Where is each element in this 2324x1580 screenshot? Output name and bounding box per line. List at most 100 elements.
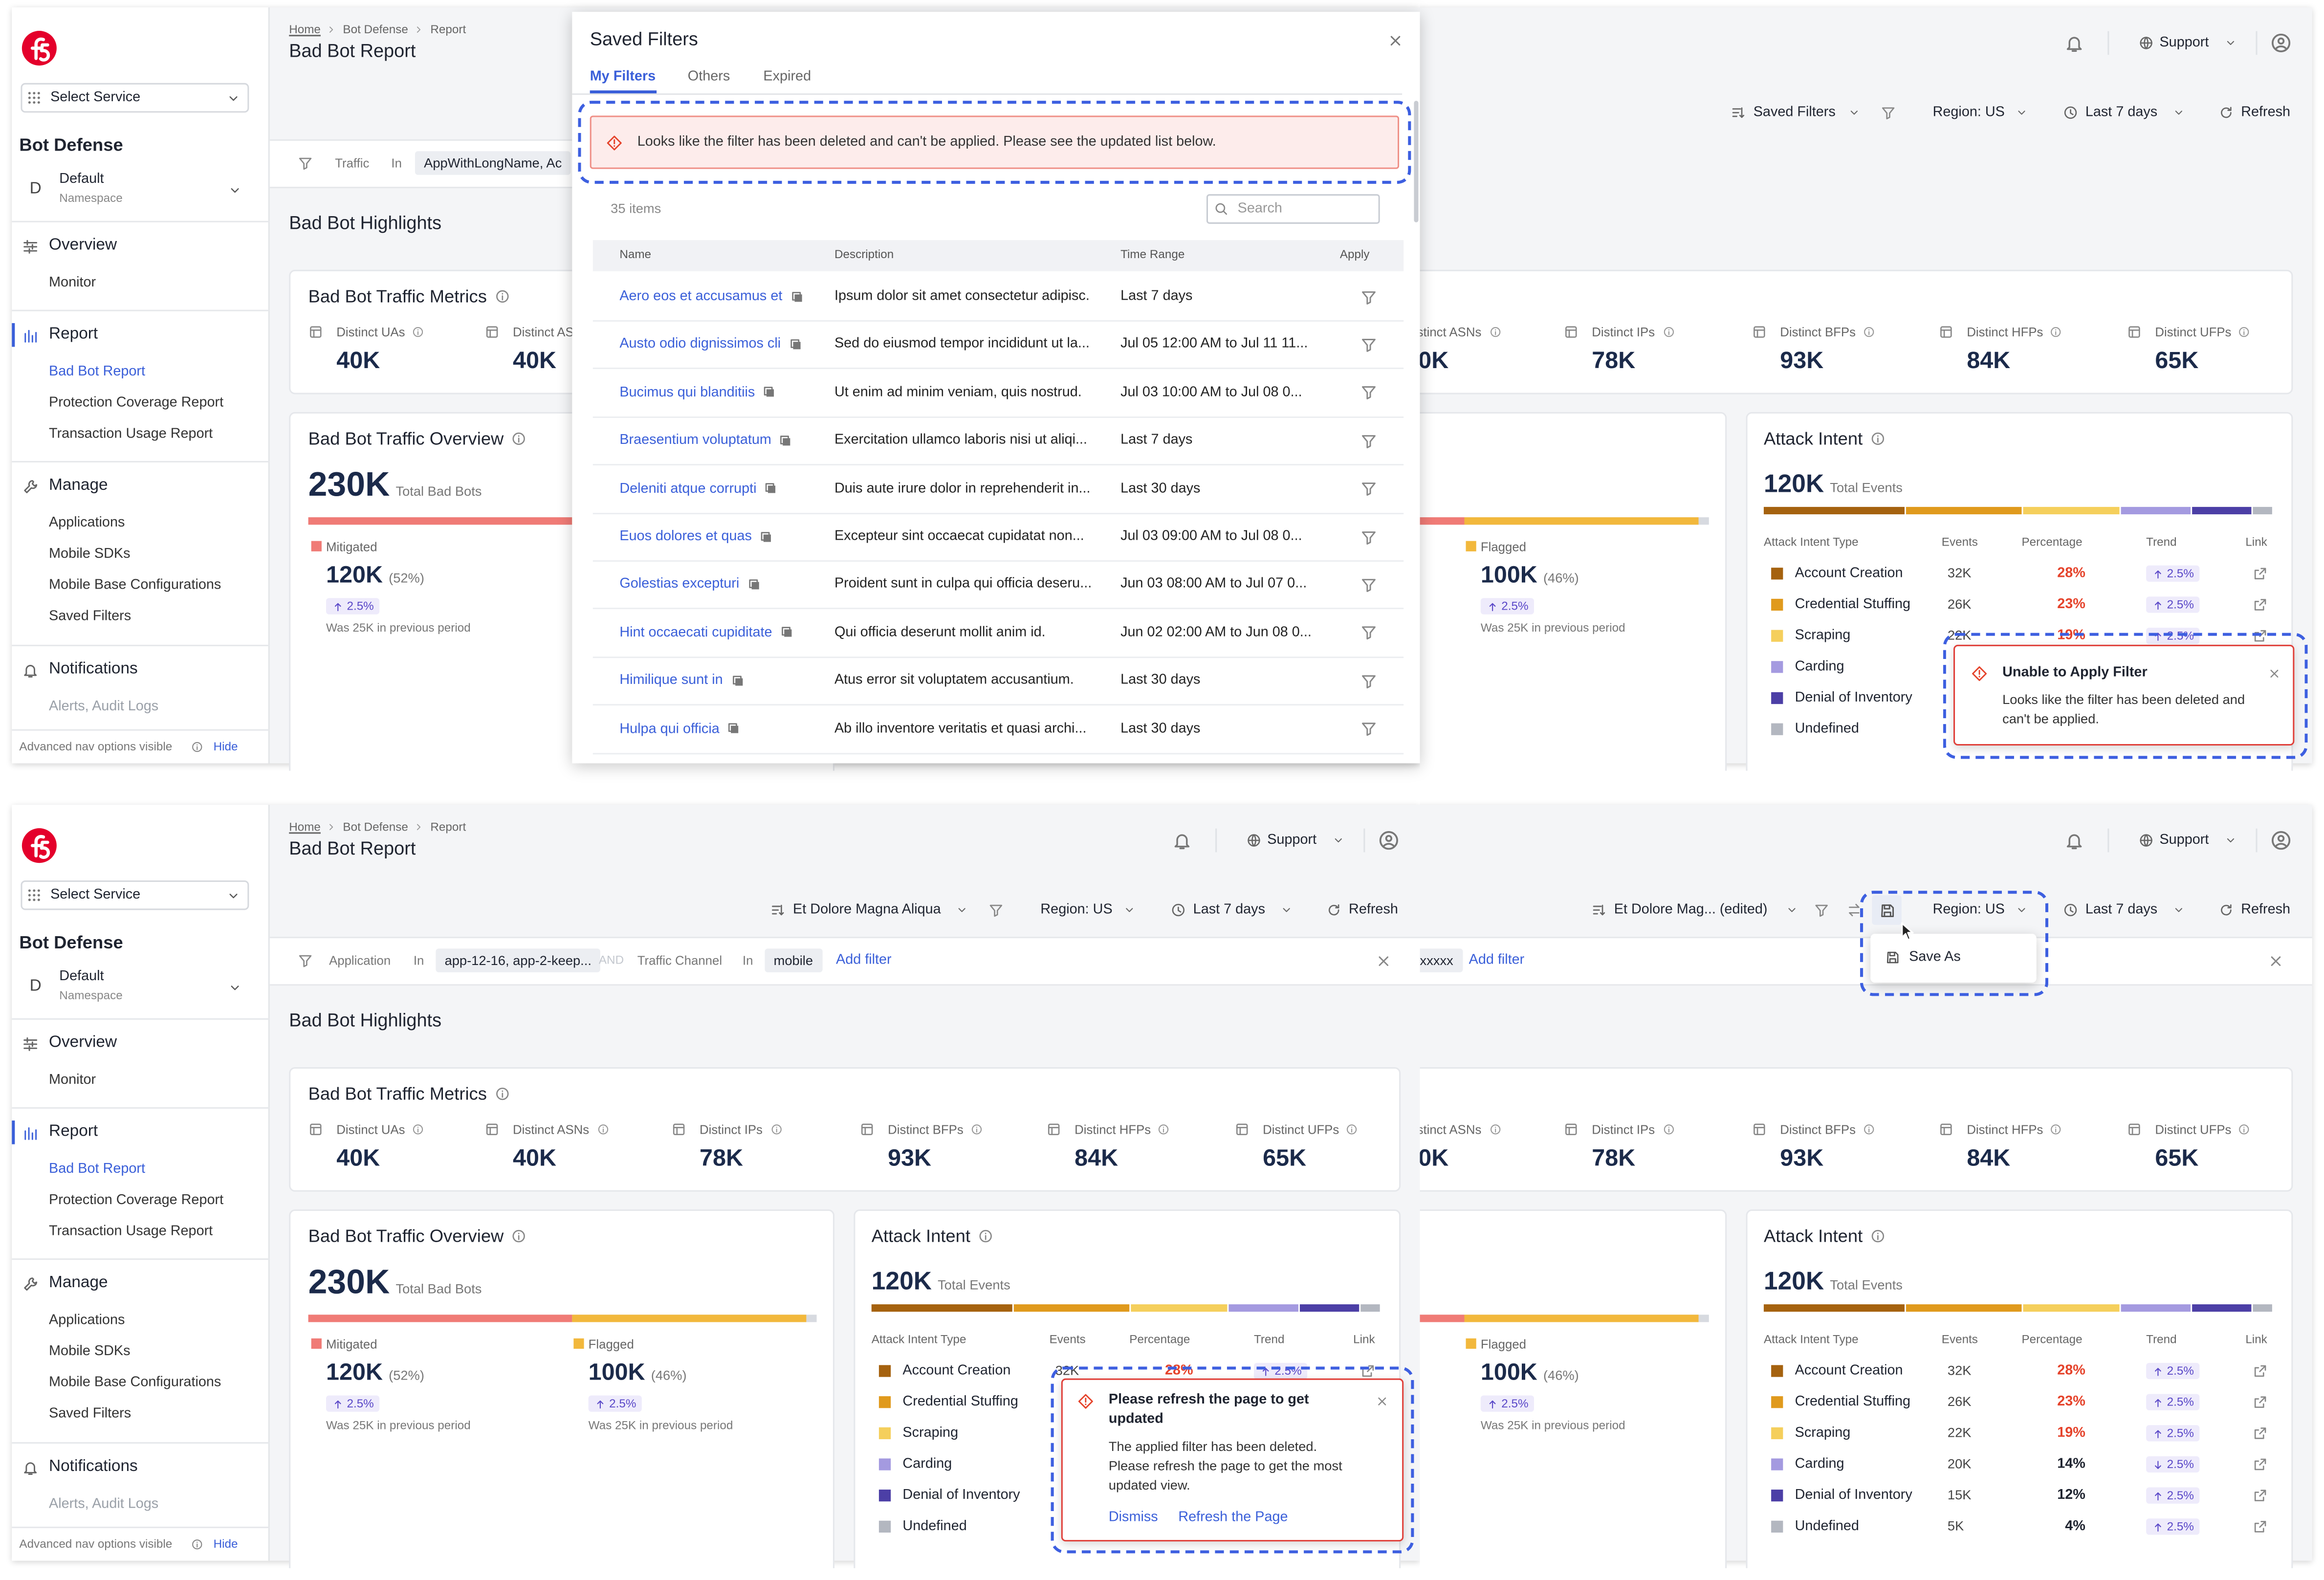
nav-item[interactable]: Mobile Base Configurations bbox=[49, 577, 221, 593]
nav-group-title[interactable]: Overview bbox=[49, 1033, 117, 1052]
toast-action[interactable]: Refresh the Page bbox=[1178, 1509, 1288, 1526]
filter-name[interactable]: Braesentium voluptatum bbox=[619, 432, 771, 449]
filter-name[interactable]: Deleniti atque corrupti bbox=[619, 480, 757, 497]
tab-divider bbox=[572, 93, 1403, 95]
region-select[interactable]: Region: US bbox=[1040, 901, 1113, 918]
nav-group-title[interactable]: Manage bbox=[49, 476, 108, 494]
filter-value-chip[interactable]: AppWithLongName, Ac bbox=[415, 151, 571, 175]
refresh-button[interactable]: Refresh bbox=[1349, 901, 1398, 918]
saved-filters[interactable]: Saved Filters bbox=[1753, 104, 1836, 121]
region-select[interactable]: Region: US bbox=[1932, 104, 2005, 121]
filter-name[interactable]: Hint occaecati cupiditate bbox=[619, 624, 772, 641]
filter-name[interactable]: Bucimus qui blanditiis bbox=[619, 384, 755, 401]
filter-name[interactable]: Himilique sunt in bbox=[619, 672, 723, 689]
globe-icon bbox=[2140, 834, 2152, 847]
metric-value: 40K bbox=[513, 1146, 557, 1172]
filter-name[interactable]: Austo odio dignissimos cli bbox=[619, 336, 781, 353]
nav-group-title[interactable]: Overview bbox=[49, 236, 117, 254]
nav-item[interactable]: Alerts, Audit Logs bbox=[49, 698, 159, 715]
stacked-segment bbox=[1763, 1304, 1905, 1312]
nav-item[interactable]: Applications bbox=[49, 1312, 125, 1329]
chev-icon bbox=[1283, 908, 1290, 912]
nav-item[interactable]: Transaction Usage Report bbox=[49, 1223, 213, 1240]
nav-item[interactable]: Alerts, Audit Logs bbox=[49, 1496, 159, 1513]
nav-item[interactable]: Monitor bbox=[49, 1072, 96, 1089]
filter-shape bbox=[299, 955, 312, 967]
grid-shape bbox=[28, 92, 40, 104]
filter-value-chip[interactable]: xxxxx bbox=[1420, 948, 1462, 972]
info-shape bbox=[1871, 432, 1884, 445]
overview-total-label: Total Bad Bots bbox=[395, 1281, 482, 1296]
up-icon bbox=[2155, 1492, 2161, 1500]
search-box[interactable] bbox=[1206, 194, 1380, 224]
toast-action[interactable]: Dismiss bbox=[1108, 1509, 1158, 1526]
nav-item[interactable]: Applications bbox=[49, 514, 125, 531]
info-icon bbox=[1871, 432, 1884, 445]
modal-tab[interactable]: My Filters bbox=[590, 68, 656, 85]
segment-previous: Was 25K in previous period bbox=[326, 621, 471, 635]
save-as-option[interactable]: Save As bbox=[1909, 949, 1961, 966]
nav-group-title[interactable]: Notifications bbox=[49, 1457, 138, 1475]
service-select[interactable] bbox=[21, 880, 249, 910]
region-select[interactable]: Region: US bbox=[1932, 901, 2005, 918]
info-shape bbox=[413, 327, 424, 337]
filter-name[interactable]: Aero eos et accusamus et bbox=[619, 288, 783, 305]
doc-icon bbox=[1754, 326, 1765, 338]
nav-item[interactable]: Bad Bot Report bbox=[49, 363, 146, 380]
refresh-button[interactable]: Refresh bbox=[2241, 901, 2291, 918]
filter-shape bbox=[1361, 675, 1375, 688]
nav-item[interactable]: Saved Filters bbox=[49, 608, 132, 625]
saved-filter-name[interactable]: Et Dolore Mag... (edited) bbox=[1614, 901, 1768, 918]
add-filter[interactable]: Add filter bbox=[835, 952, 892, 968]
nav-item[interactable]: Protection Coverage Report bbox=[49, 395, 224, 411]
nav-item[interactable]: Monitor bbox=[49, 274, 96, 291]
nav-item[interactable]: Transaction Usage Report bbox=[49, 426, 213, 442]
metric-label-row: Distinct UFPs bbox=[2155, 325, 2251, 339]
nav-item[interactable]: Saved Filters bbox=[49, 1405, 132, 1422]
breadcrumb-item[interactable]: Home bbox=[289, 820, 321, 834]
breadcrumb-item[interactable]: Bot Defense bbox=[343, 22, 408, 37]
filter-name[interactable]: Hulpa qui officia bbox=[619, 720, 720, 737]
nav-group-title[interactable]: Report bbox=[49, 325, 98, 343]
filter-value-chip[interactable]: mobile bbox=[765, 948, 822, 972]
chev-shape bbox=[2175, 908, 2183, 912]
modal-tab[interactable]: Others bbox=[687, 68, 730, 85]
support-menu[interactable]: Support bbox=[1267, 832, 1317, 849]
range-select[interactable]: Last 7 days bbox=[2085, 901, 2158, 918]
filter-description: Proident sunt in culpa qui officia deser… bbox=[834, 576, 1092, 592]
segment-previous: Was 25K in previous period bbox=[326, 1419, 471, 1432]
metric-value: 65K bbox=[1263, 1146, 1307, 1172]
range-select[interactable]: Last 7 days bbox=[1193, 901, 1266, 918]
nav-item[interactable]: Mobile SDKs bbox=[49, 1343, 131, 1360]
nav-group-title[interactable]: Manage bbox=[49, 1273, 108, 1292]
nav-item[interactable]: Bad Bot Report bbox=[49, 1161, 146, 1178]
saved-filter-name[interactable]: Et Dolore Magna Aliqua bbox=[793, 901, 941, 918]
support-menu[interactable]: Support bbox=[2159, 832, 2209, 849]
trend-chip: 2.5% bbox=[1253, 1362, 1308, 1380]
nav-hide[interactable]: Hide bbox=[213, 1537, 238, 1551]
nav-group-title[interactable]: Report bbox=[49, 1122, 98, 1141]
filter-time: Jul 03 09:00 AM to Jul 08 0... bbox=[1120, 528, 1302, 545]
trend: 2.5% bbox=[2167, 1489, 2194, 1502]
filter-name[interactable]: Golestias excepturi bbox=[619, 576, 740, 593]
clock-icon bbox=[2064, 106, 2077, 119]
filter-icon bbox=[1361, 483, 1375, 496]
metric-label-row: Distinct UFPs bbox=[1263, 1122, 1359, 1137]
support-menu[interactable]: Support bbox=[2159, 34, 2209, 51]
filter-value-chip[interactable]: app-12-16, app-2-keep... bbox=[436, 948, 601, 972]
breadcrumb-item[interactable]: Bot Defense bbox=[343, 820, 408, 834]
breadcrumb-item[interactable]: Home bbox=[289, 22, 321, 37]
events: 20K bbox=[1947, 1456, 1972, 1471]
nav-hide[interactable]: Hide bbox=[213, 740, 238, 753]
nav-item[interactable]: Mobile Base Configurations bbox=[49, 1374, 221, 1391]
add-filter[interactable]: Add filter bbox=[1469, 952, 1525, 968]
service-select[interactable] bbox=[21, 83, 249, 113]
filter-name[interactable]: Euos dolores et quas bbox=[619, 528, 752, 545]
nav-group-title[interactable]: Notifications bbox=[49, 660, 138, 678]
modal-tab[interactable]: Expired bbox=[763, 68, 811, 85]
range-select[interactable]: Last 7 days bbox=[2085, 104, 2158, 121]
nav-item[interactable]: Protection Coverage Report bbox=[49, 1192, 224, 1208]
nav-item[interactable]: Mobile SDKs bbox=[49, 546, 131, 563]
refresh-button[interactable]: Refresh bbox=[2241, 104, 2291, 121]
stacked-segment bbox=[1131, 1304, 1227, 1312]
